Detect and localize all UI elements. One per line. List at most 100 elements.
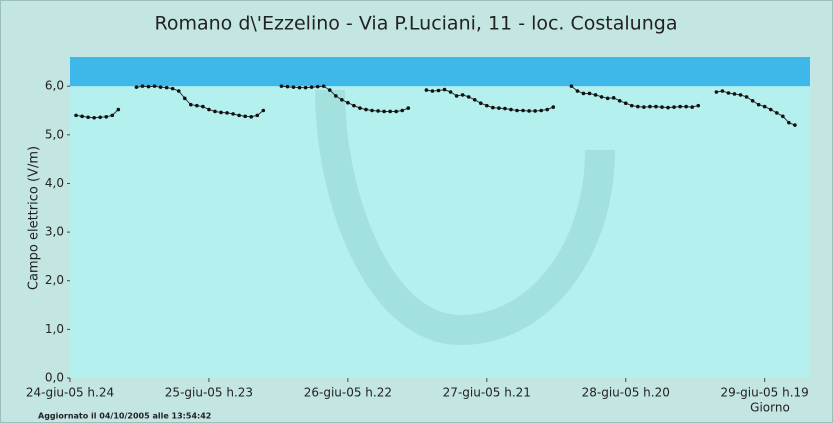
y-tick-label: 5,0: [45, 127, 64, 141]
data-point: [219, 111, 223, 115]
data-point: [479, 101, 483, 105]
data-point: [394, 110, 398, 114]
data-point: [358, 106, 362, 110]
x-tick-label: 26-giu-05 h.22: [304, 386, 392, 400]
data-point: [648, 105, 652, 109]
data-point: [346, 101, 350, 105]
data-point: [696, 104, 700, 108]
data-point: [400, 109, 404, 113]
data-point: [298, 86, 302, 90]
data-point: [352, 104, 356, 108]
data-point: [443, 88, 447, 92]
data-point: [225, 111, 229, 115]
data-point: [304, 86, 308, 90]
data-point: [104, 115, 108, 119]
data-point: [183, 97, 187, 101]
data-point: [570, 84, 574, 88]
data-point: [684, 105, 688, 109]
data-point: [255, 114, 259, 118]
data-point: [745, 95, 749, 99]
data-point: [147, 85, 151, 89]
data-point: [763, 105, 767, 109]
data-point: [74, 114, 78, 118]
data-point: [727, 91, 731, 95]
data-point: [177, 89, 181, 93]
data-point: [110, 114, 114, 118]
data-point: [630, 104, 634, 108]
data-point: [437, 89, 441, 93]
data-point: [159, 85, 163, 89]
x-tick-label: 27-giu-05 h.21: [443, 386, 531, 400]
data-point: [237, 114, 241, 118]
data-point: [292, 85, 296, 89]
data-point: [231, 112, 235, 116]
data-point: [280, 84, 284, 88]
x-tick-label: 24-giu-05 h.24: [26, 386, 114, 400]
data-point: [672, 105, 676, 109]
data-point: [165, 86, 169, 90]
data-point: [406, 106, 410, 110]
x-tick-label: 28-giu-05 h.20: [582, 386, 670, 400]
data-point: [322, 84, 326, 88]
data-point: [80, 115, 84, 119]
data-point: [340, 98, 344, 102]
data-point: [678, 105, 682, 109]
chart: Romano d\'Ezzelino - Via P.Luciani, 11 -…: [0, 0, 833, 423]
data-point: [316, 85, 320, 89]
limit-band: [70, 57, 810, 86]
page: Romano d\'Ezzelino - Via P.Luciani, 11 -…: [0, 0, 833, 423]
data-point: [503, 107, 507, 111]
data-point: [135, 85, 139, 89]
data-point: [213, 110, 217, 114]
data-point: [787, 121, 791, 125]
data-point: [533, 109, 537, 113]
data-point: [449, 90, 453, 94]
data-point: [431, 89, 435, 93]
data-point: [721, 89, 725, 93]
data-point: [733, 92, 737, 96]
y-tick-label: 3,0: [45, 225, 64, 239]
data-point: [195, 104, 199, 108]
data-point: [509, 108, 513, 112]
data-point: [515, 109, 519, 113]
data-point: [600, 95, 604, 99]
data-point: [521, 109, 525, 113]
data-point: [588, 92, 592, 96]
data-point: [382, 110, 386, 114]
data-point: [715, 90, 719, 94]
data-point: [739, 93, 743, 97]
data-point: [654, 105, 658, 109]
data-point: [86, 116, 90, 120]
data-point: [485, 104, 489, 108]
data-point: [98, 116, 102, 120]
y-tick-label: 4,0: [45, 176, 64, 190]
data-point: [757, 103, 761, 107]
data-point: [612, 96, 616, 100]
x-axis-label: Giorno: [750, 401, 790, 415]
data-point: [171, 87, 175, 91]
data-point: [775, 111, 779, 115]
y-tick-label: 6,0: [45, 79, 64, 93]
data-point: [141, 84, 145, 88]
data-point: [153, 84, 157, 88]
data-point: [189, 103, 193, 107]
data-point: [606, 97, 610, 101]
data-point: [310, 85, 314, 89]
data-point: [539, 109, 543, 113]
data-point: [207, 108, 211, 112]
data-point: [545, 108, 549, 112]
y-tick-label: 2,0: [45, 273, 64, 287]
data-point: [660, 105, 664, 109]
data-point: [117, 108, 121, 112]
data-point: [461, 93, 465, 97]
data-point: [594, 93, 598, 97]
y-axis-label: Campo elettrico (V/m): [27, 146, 42, 290]
data-point: [618, 99, 622, 103]
data-point: [328, 88, 332, 92]
data-point: [666, 106, 670, 110]
data-point: [769, 108, 773, 112]
data-point: [92, 116, 96, 120]
data-point: [473, 98, 477, 102]
data-point: [781, 115, 785, 119]
data-point: [455, 94, 459, 98]
